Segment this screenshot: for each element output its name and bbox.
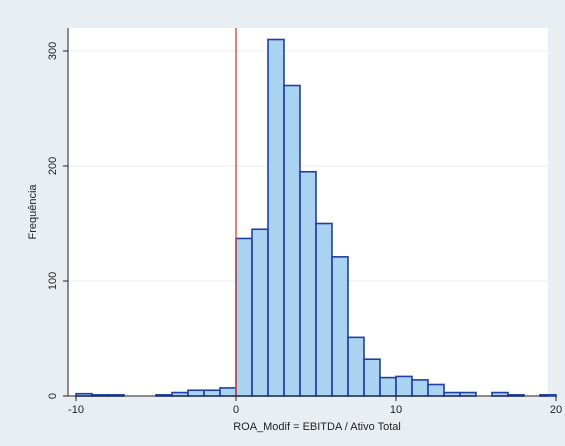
x-tick-label: 0 — [233, 404, 239, 416]
histogram-bar — [187, 389, 205, 397]
histogram-bar — [411, 379, 429, 397]
histogram-bars — [75, 38, 557, 397]
x-tick-label: 10 — [390, 404, 402, 416]
histogram-bar — [251, 228, 269, 397]
histogram-bar — [171, 391, 189, 397]
y-axis-label: Frequência — [27, 184, 39, 240]
y-tick-label: 200 — [47, 157, 59, 175]
histogram-bar — [299, 170, 317, 397]
axes: 0 100 200 300 -10 0 10 20 — [47, 28, 562, 416]
y-tick-label: 100 — [47, 272, 59, 290]
histogram-bar — [235, 237, 253, 397]
histogram-bar — [443, 391, 461, 397]
x-tick-label: 20 — [550, 404, 562, 416]
x-tick-label: -10 — [68, 404, 84, 416]
histogram-bar — [267, 38, 285, 397]
histogram-bar — [315, 222, 333, 397]
histogram-bar — [219, 387, 237, 397]
histogram-bar — [459, 391, 477, 397]
x-axis-label: ROA_Modif = EBITDA / Ativo Total — [233, 421, 401, 433]
y-tick-label: 0 — [47, 393, 59, 399]
histogram-bar — [363, 358, 381, 397]
histogram-bar — [331, 256, 349, 397]
histogram-bar — [427, 383, 445, 397]
histogram-bar — [203, 389, 221, 397]
y-tick-label: 300 — [47, 42, 59, 60]
histogram-bar — [347, 336, 365, 397]
histogram-bar — [283, 84, 301, 397]
histogram-bar — [395, 375, 413, 397]
histogram-bar — [379, 376, 397, 397]
histogram-bar — [491, 391, 509, 397]
